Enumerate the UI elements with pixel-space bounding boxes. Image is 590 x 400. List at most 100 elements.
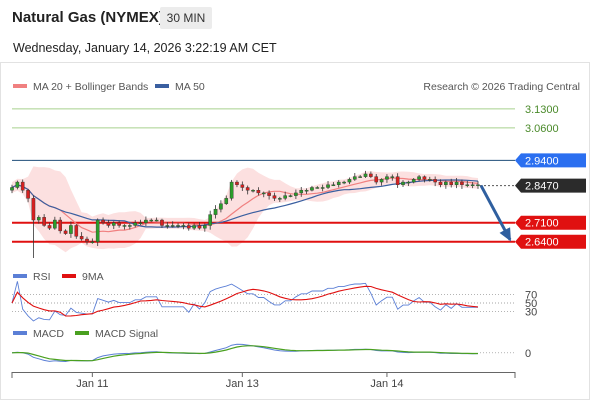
level-label-support: 2.6400	[525, 237, 559, 249]
candle-body	[36, 217, 41, 221]
candle-body	[154, 219, 159, 222]
macd-line	[11, 343, 479, 363]
macd-legend-swatch	[13, 331, 27, 335]
candle-body	[470, 184, 475, 186]
candle-body	[47, 225, 52, 229]
moving-averages	[11, 177, 479, 233]
candle-body	[160, 219, 164, 226]
bollinger-band-area	[12, 166, 478, 253]
candle-body	[427, 179, 432, 181]
candle-body	[149, 219, 154, 222]
candle-body	[310, 187, 314, 191]
candle-body	[229, 181, 234, 199]
candle-body	[85, 238, 89, 242]
ma50-line	[11, 179, 479, 228]
ma20-legend-swatch	[13, 84, 27, 88]
rsi-9ma-legend-swatch	[62, 274, 76, 278]
candle-body	[369, 173, 373, 177]
level-tag-last	[515, 178, 586, 193]
candle-body	[401, 181, 405, 185]
candle-body	[101, 219, 105, 223]
candle-body	[304, 190, 309, 192]
candle-body	[272, 195, 277, 199]
candle-body	[31, 198, 36, 221]
macd-signal-legend-swatch	[75, 331, 89, 335]
macd-level-label: 0	[525, 348, 531, 360]
bollinger-band	[12, 166, 478, 253]
candle-body	[63, 230, 68, 234]
x-axis-tick-label: Jan 11	[76, 378, 108, 390]
candle-body	[417, 176, 421, 180]
candle-body	[170, 225, 175, 227]
candle-body	[422, 176, 427, 180]
candle-body	[336, 181, 341, 185]
rsi-level-label: 50	[525, 298, 537, 310]
candle-body	[240, 184, 245, 188]
level-tag-support	[515, 215, 586, 230]
candle-body	[144, 219, 148, 223]
candle-body	[208, 214, 212, 226]
candle-body	[186, 225, 191, 229]
candle-body	[476, 184, 480, 186]
candle-body	[358, 176, 362, 178]
x-axis-tick-label: Jan 13	[226, 378, 259, 390]
candle-body	[433, 179, 437, 183]
candle-body	[385, 176, 389, 180]
candle-body	[267, 192, 271, 196]
candle-body	[347, 179, 352, 183]
candle-body	[133, 222, 138, 226]
macd-signal-line	[11, 345, 478, 362]
candle-body	[192, 225, 196, 229]
candle-body	[460, 181, 464, 185]
macd-legend-label: MACD	[33, 328, 64, 340]
forecast-arrow	[479, 184, 512, 242]
candle-body	[342, 181, 346, 184]
level-tags: 3.1300 3.0600 2.9400 2.8470 2.7100 2.6400	[515, 104, 586, 249]
ma50-legend-swatch	[155, 84, 169, 88]
candle-body	[294, 192, 298, 196]
candle-body	[251, 190, 255, 192]
level-label-pivot: 2.9400	[525, 155, 559, 167]
candle-body	[299, 190, 304, 194]
ma50-legend-label: MA 50	[175, 81, 205, 93]
candle-body	[181, 225, 186, 227]
candle-body	[176, 225, 180, 227]
rsi-level-label: 70	[525, 289, 537, 301]
candle-body	[224, 198, 229, 204]
candle-body	[203, 225, 207, 229]
candle-body	[411, 179, 416, 183]
rsi-9ma-legend-label: 9MA	[82, 271, 104, 283]
macd-panel: 0	[11, 343, 531, 363]
candles	[10, 170, 480, 258]
candle-body	[165, 225, 170, 227]
rsi-9ma-line	[11, 285, 479, 317]
candle-body	[288, 195, 293, 197]
candle-body	[53, 219, 57, 229]
candle-body	[449, 181, 454, 185]
level-label-last: 2.8470	[525, 181, 559, 193]
candle-body	[454, 181, 459, 185]
candle-body	[20, 181, 25, 191]
ma20-line	[11, 177, 479, 233]
candle-body	[58, 219, 63, 232]
chart-datetime: Wednesday, January 14, 2026 3:22:19 AM C…	[13, 41, 277, 55]
candle-body	[465, 184, 470, 186]
candle-body	[278, 198, 282, 200]
candle-body	[138, 222, 143, 224]
candle-body	[444, 181, 448, 185]
candle-body	[406, 181, 411, 184]
candle-body	[283, 195, 287, 199]
candle-body	[197, 225, 202, 229]
candle-body	[315, 187, 320, 189]
timeframe-badge[interactable]: 30 MIN	[160, 7, 212, 29]
candle-body	[219, 203, 223, 210]
level-tag-pivot	[515, 153, 586, 168]
level-tag-support	[515, 234, 586, 249]
candle-body	[111, 222, 116, 226]
candle-body	[261, 192, 266, 195]
candle-body	[74, 225, 79, 237]
candle-body	[256, 190, 261, 194]
candle-body	[331, 184, 336, 186]
level-label-resistance: 3.1300	[525, 104, 559, 116]
